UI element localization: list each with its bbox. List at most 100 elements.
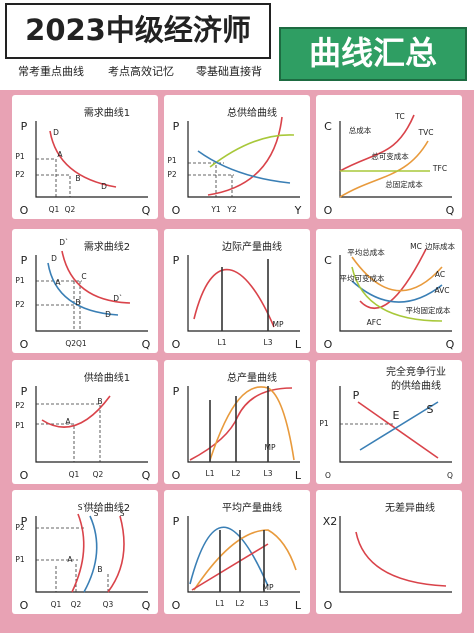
tagline: 零基础直接背 — [196, 64, 262, 78]
label: D` — [113, 294, 123, 303]
tagline: 考点高效记忆 — [108, 64, 174, 78]
panel-title: 需求曲线2 — [84, 240, 130, 253]
badge-box — [279, 27, 467, 81]
label: AC — [435, 270, 445, 279]
label: D` — [59, 238, 69, 247]
label: A — [67, 555, 73, 564]
curve — [193, 529, 297, 591]
axes — [35, 386, 148, 463]
label: O — [20, 599, 29, 612]
label: Q — [446, 338, 455, 351]
label: D — [51, 254, 57, 263]
curve — [47, 262, 119, 316]
curve — [49, 130, 117, 188]
guide-line — [36, 158, 57, 197]
curve — [209, 134, 295, 168]
curve — [197, 150, 291, 184]
axes — [35, 516, 148, 593]
label: S — [94, 509, 99, 518]
panel-title: 边际产量曲线 — [222, 240, 282, 253]
label: O — [324, 338, 333, 351]
guide-line — [36, 403, 101, 462]
label: 平均总成本 — [347, 247, 385, 257]
label: Y — [294, 204, 302, 217]
label: Q — [142, 338, 151, 351]
label: C — [81, 272, 86, 281]
panel: 需求曲线1 P O Q D A B D P1 P2 Q1 Q2 — [12, 95, 158, 219]
label: O — [20, 204, 29, 217]
panel-title: 供给曲线1 — [84, 371, 130, 384]
label: P — [21, 254, 28, 267]
axes — [339, 386, 452, 463]
label: O — [324, 599, 333, 612]
label: P — [353, 389, 360, 402]
label: B — [75, 174, 80, 183]
label: Q — [142, 469, 151, 482]
label: P1 — [167, 156, 177, 165]
label: L — [295, 338, 302, 351]
curve — [189, 526, 269, 587]
label: A — [55, 278, 61, 287]
badge: 曲线汇总 — [309, 34, 437, 72]
curve — [359, 401, 439, 451]
label: AVC — [434, 286, 449, 295]
panel: 平均产量曲线 P O L MP L1 L2 L3 — [164, 490, 310, 614]
curve — [339, 114, 415, 172]
label: TFC — [432, 164, 447, 173]
label: P — [21, 385, 28, 398]
label: B — [75, 298, 80, 307]
axes — [35, 121, 148, 198]
label: P — [173, 385, 180, 398]
curve — [83, 515, 98, 593]
panel: 供给曲线2 P O Q S` S S` P2 P1 A B Q1 Q2 Q3 — [12, 490, 158, 614]
panel-bg — [12, 229, 158, 353]
curve — [41, 395, 111, 428]
curve — [207, 116, 283, 196]
panel-bg — [164, 360, 310, 484]
label: Q3 — [103, 600, 114, 609]
label: L1 — [216, 599, 225, 608]
label: Q2 — [93, 470, 104, 479]
label: 总成本 — [349, 125, 372, 135]
axes — [187, 121, 300, 198]
label: O — [172, 469, 181, 482]
label: L3 — [264, 469, 273, 478]
label: C — [324, 120, 332, 133]
label: L3 — [264, 338, 273, 347]
axes — [339, 255, 452, 332]
label: MP — [273, 320, 284, 329]
label: AFC — [367, 318, 382, 327]
panel-title: 完全竞争行业 — [386, 365, 446, 378]
label: Q2 — [71, 600, 82, 609]
panel-title: 供给曲线2 — [84, 501, 130, 514]
curve — [107, 515, 125, 593]
panel-title: 总产量曲线 — [227, 371, 277, 384]
axes — [35, 255, 148, 332]
panel: 无差异曲线 X2 O — [316, 490, 462, 614]
label: Y2 — [226, 205, 237, 214]
label: E — [393, 409, 400, 422]
label: D — [105, 310, 111, 319]
label: 平均可变成本 — [340, 273, 385, 283]
label: Q — [142, 204, 151, 217]
panel-bg — [12, 95, 158, 219]
panel-bg — [316, 229, 462, 353]
panel-bg — [316, 360, 462, 484]
label: B — [97, 397, 102, 406]
curve — [71, 513, 85, 593]
panel-title: 需求曲线1 — [84, 106, 130, 119]
label: TC — [394, 112, 404, 121]
label: MP — [265, 443, 276, 452]
label: Y1 — [210, 205, 221, 214]
label: L1 — [206, 469, 215, 478]
label: X2 — [323, 515, 338, 528]
label: P — [21, 120, 28, 133]
label: O — [20, 338, 29, 351]
guide-line — [36, 174, 71, 197]
label: P — [173, 515, 180, 528]
title-box — [5, 3, 271, 59]
